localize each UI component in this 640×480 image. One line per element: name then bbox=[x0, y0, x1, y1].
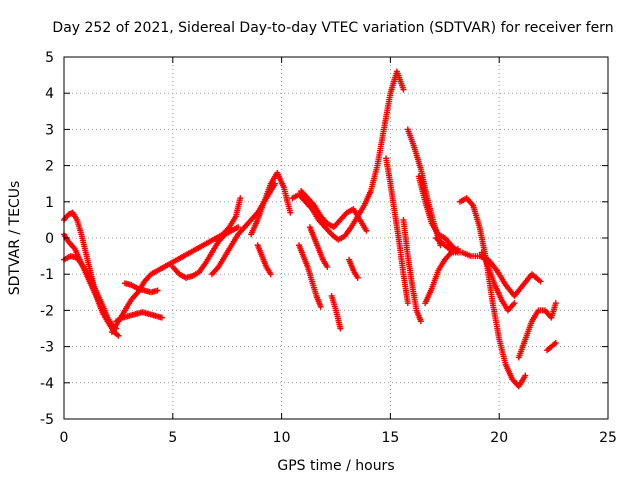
data-point bbox=[363, 227, 370, 234]
data-point bbox=[158, 314, 165, 321]
data-point bbox=[267, 271, 274, 278]
data-point bbox=[404, 300, 411, 307]
series-track-19 bbox=[404, 126, 444, 249]
series-track-6 bbox=[121, 280, 161, 296]
series-track-16 bbox=[346, 256, 361, 281]
x-tick-label: 10 bbox=[273, 430, 291, 446]
series-track-5 bbox=[113, 309, 165, 325]
series-track-26 bbox=[544, 339, 559, 354]
y-tick-label: -5 bbox=[40, 412, 54, 428]
x-tick-label: 0 bbox=[60, 430, 69, 446]
y-tick-label: -4 bbox=[40, 376, 54, 392]
series-track-24 bbox=[478, 249, 518, 314]
x-tick-label: 15 bbox=[381, 430, 399, 446]
data-point bbox=[154, 287, 161, 294]
series-track-18 bbox=[400, 216, 424, 325]
x-tick-label: 5 bbox=[168, 430, 177, 446]
y-tick-label: 2 bbox=[45, 159, 54, 175]
data-point bbox=[115, 332, 122, 339]
data-point bbox=[237, 195, 244, 202]
y-tick-label: 1 bbox=[45, 195, 54, 211]
series-track-13 bbox=[296, 242, 324, 310]
data-point bbox=[537, 278, 544, 285]
data-point bbox=[417, 318, 424, 325]
y-tick-label: 4 bbox=[45, 86, 54, 102]
data-point bbox=[552, 300, 559, 307]
data-point bbox=[337, 325, 344, 332]
data-point bbox=[354, 274, 361, 281]
y-tick-label: -2 bbox=[40, 303, 54, 319]
data-point bbox=[317, 303, 324, 310]
x-tick-label: 20 bbox=[490, 430, 508, 446]
data-point bbox=[287, 209, 294, 216]
series-track-17 bbox=[383, 155, 411, 307]
series-track-10 bbox=[254, 242, 274, 278]
x-axis-label: GPS time / hours bbox=[277, 458, 394, 474]
data-point bbox=[400, 86, 407, 93]
series-track-7 bbox=[169, 224, 242, 281]
data-point bbox=[511, 300, 518, 307]
series-track-9 bbox=[248, 169, 294, 238]
data-point bbox=[552, 339, 559, 346]
series-track-25 bbox=[515, 300, 559, 361]
series-track-21 bbox=[422, 245, 461, 307]
series-track-11 bbox=[289, 68, 407, 243]
data-point bbox=[522, 372, 529, 379]
series-track-12 bbox=[298, 187, 370, 234]
y-tick-label: 5 bbox=[45, 50, 54, 66]
data-point bbox=[324, 263, 331, 270]
x-tick-label: 25 bbox=[599, 430, 617, 446]
series-track-14 bbox=[306, 224, 331, 270]
y-tick-label: -1 bbox=[40, 267, 54, 283]
axes: 0 5 10 15 20 25 -5 -4 -3 -2 -1 0 1 2 3 4 5 bbox=[40, 50, 617, 446]
chart-title: Day 252 of 2021, Sidereal Day-to-day VTE… bbox=[52, 20, 613, 36]
y-axis-label: SDTVAR / TECUs bbox=[7, 181, 23, 296]
data-point bbox=[235, 224, 242, 231]
series-track-15 bbox=[328, 292, 344, 332]
y-tick-label: 0 bbox=[45, 231, 54, 247]
y-tick-label: -3 bbox=[40, 340, 54, 356]
data-points bbox=[61, 68, 559, 390]
y-tick-label: 3 bbox=[45, 122, 54, 138]
